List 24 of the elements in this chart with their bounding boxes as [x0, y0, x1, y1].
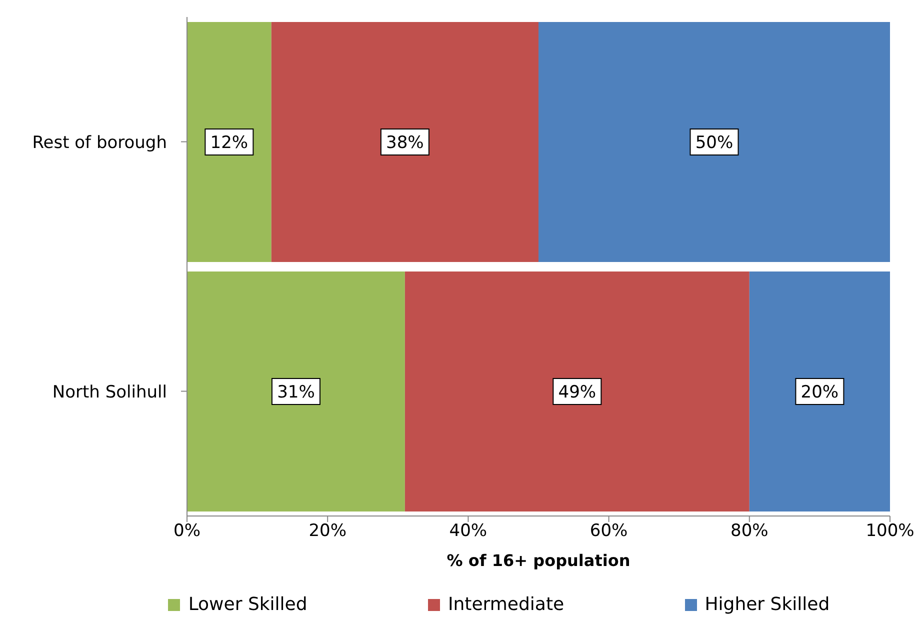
data-label: 31%: [277, 382, 315, 402]
data-label: 12%: [210, 132, 248, 153]
data-label: 38%: [386, 132, 424, 153]
x-tick-label: 0%: [174, 521, 200, 542]
x-tick-label: 60%: [590, 521, 628, 542]
x-tick-label: 20%: [308, 521, 346, 542]
y-tick-label: Rest of borough: [32, 132, 167, 153]
data-label: 50%: [695, 132, 734, 153]
bar: [749, 271, 890, 512]
data-label: 20%: [800, 382, 839, 402]
legend-label: Higher Skilled: [704, 594, 830, 615]
legend-label: Intermediate: [448, 594, 564, 615]
bar: [271, 22, 538, 262]
x-tick-label: 40%: [449, 521, 488, 542]
bar: [538, 22, 890, 262]
x-axis-title: % of 16+ population: [446, 551, 630, 570]
y-tick-label: North Solihull: [52, 382, 167, 402]
data-label: 49%: [558, 382, 596, 402]
legend-label: Lower Skilled: [188, 594, 308, 615]
x-tick-label: 80%: [730, 521, 768, 542]
bar: [187, 271, 405, 512]
bar: [404, 271, 750, 512]
x-tick-label: 100%: [866, 521, 914, 542]
bar: [187, 22, 272, 262]
